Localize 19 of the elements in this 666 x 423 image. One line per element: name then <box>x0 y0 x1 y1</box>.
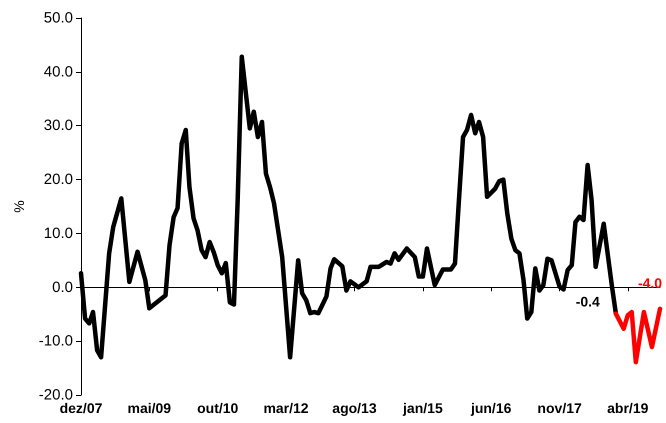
y-tick-label: 0.0 <box>52 278 73 296</box>
y-axis-title: % <box>11 200 27 213</box>
y-tick-label: 30.0 <box>44 117 73 134</box>
y-tick-label: 20.0 <box>44 171 73 188</box>
x-tick-label: abr/19 <box>607 400 649 416</box>
y-tick-label: 40.0 <box>44 63 73 80</box>
x-tick-label: out/10 <box>197 400 239 416</box>
x-tick-label: jan/15 <box>402 400 443 416</box>
y-tick-label: 10.0 <box>44 224 73 242</box>
x-tick-label: ago/13 <box>332 400 377 416</box>
x-tick-label: jun/16 <box>470 400 512 416</box>
x-tick-label: mai/09 <box>128 400 172 416</box>
x-tick-label: mar/12 <box>263 400 309 416</box>
line-series <box>614 306 662 364</box>
y-tick-label: 50.0 <box>44 10 73 26</box>
data-label: -4.0 <box>638 274 662 291</box>
annotation: -0.4 <box>576 293 600 310</box>
y-tick-label: -10.0 <box>38 332 73 350</box>
x-tick-label: nov/17 <box>537 400 582 416</box>
